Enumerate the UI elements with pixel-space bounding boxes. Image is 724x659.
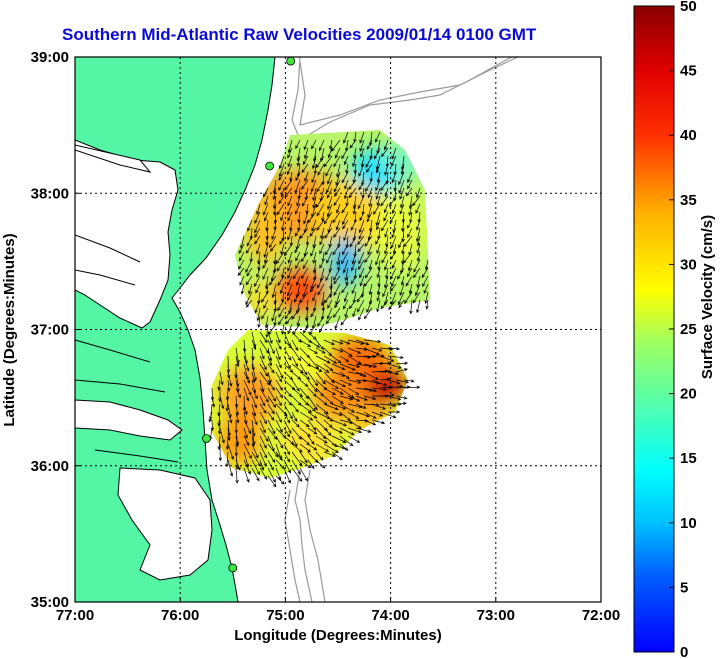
station-marker [202, 434, 211, 443]
longitude-ticks: 77:00 76:00 75:00 74:00 73:00 72:00 [56, 597, 620, 624]
lon-tick-label: 72:00 [582, 607, 620, 624]
colorbar-tick-label: 0 [680, 644, 688, 659]
lon-tick-label: 77:00 [56, 607, 94, 624]
map-title: Southern Mid-Atlantic Raw Velocities 200… [62, 25, 537, 44]
colorbar-tick-label: 50 [680, 0, 697, 15]
grid-lines [75, 57, 601, 602]
lat-tick-label: 39:00 [31, 49, 69, 66]
station-marker [286, 57, 296, 66]
velocity-arrows [208, 131, 429, 488]
latitude-ticks: 39:00 38:00 37:00 36:00 35:00 [31, 49, 80, 611]
lat-tick-label: 36:00 [31, 458, 69, 475]
lon-tick-label: 73:00 [477, 607, 515, 624]
colorbar-tick-label: 30 [680, 256, 697, 273]
y-axis-label: Latitude (Degrees:Minutes) [1, 233, 18, 426]
colorbar-tick-label: 10 [680, 515, 697, 532]
colorbar-label: Surface Velocity (cm/s) [699, 215, 716, 379]
chesapeake-bay [75, 139, 179, 329]
albemarle-sound [75, 399, 183, 441]
lon-tick-label: 76:00 [161, 607, 199, 624]
colorbar-gradient [633, 5, 675, 653]
station-markers [202, 57, 296, 573]
delaware-bay [75, 144, 152, 173]
colorbar-tick-label: 45 [680, 63, 697, 80]
colorbar-tick-label: 40 [680, 127, 697, 144]
lon-tick-label: 75:00 [266, 607, 304, 624]
velocity-vectors [208, 131, 429, 488]
lat-tick-label: 38:00 [31, 185, 69, 202]
lat-tick-label: 35:00 [31, 594, 69, 611]
pamlico-sound [117, 467, 213, 581]
lon-tick-label: 74:00 [371, 607, 409, 624]
bathymetry-contours [284, 57, 519, 602]
colorbar-tick-label: 15 [680, 450, 697, 467]
station-marker [265, 161, 275, 171]
colorbar-tick-label: 20 [680, 386, 697, 403]
rivers [75, 234, 179, 463]
colorbar-tick-label: 35 [680, 192, 697, 209]
colorbar-tick-label: 25 [680, 321, 697, 338]
station-marker [228, 563, 238, 573]
x-axis-label: Longitude (Degrees:Minutes) [234, 627, 442, 644]
lat-tick-label: 37:00 [31, 322, 69, 339]
colorbar-tick-label: 5 [680, 579, 688, 596]
